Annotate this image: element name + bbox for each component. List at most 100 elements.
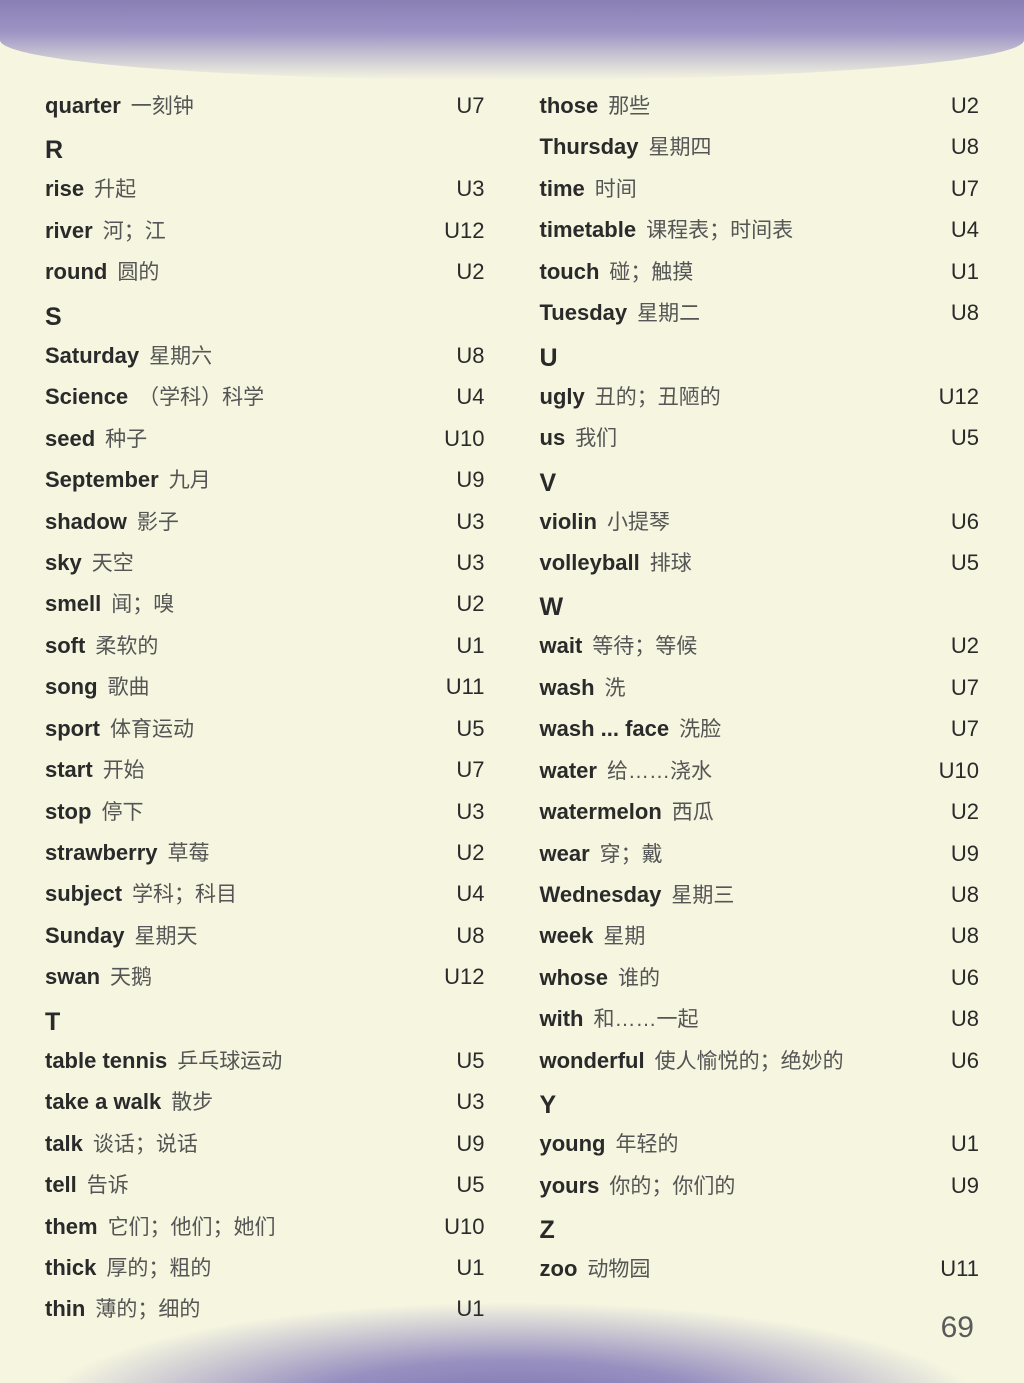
glossary-entry: quarter一刻钟U7 <box>45 90 485 122</box>
word-part: song歌曲 <box>45 671 150 703</box>
unit-label: U12 <box>939 381 979 413</box>
english-word: yours <box>540 1170 600 1202</box>
unit-label: U1 <box>951 256 979 288</box>
english-word: volleyball <box>540 547 640 579</box>
chinese-translation: 小提琴 <box>607 508 670 538</box>
unit-label: U8 <box>951 297 979 329</box>
chinese-translation: 河；江 <box>103 217 166 247</box>
chinese-translation: 谈话；说话 <box>93 1130 198 1160</box>
word-part: watermelon西瓜 <box>540 796 714 828</box>
english-word: September <box>45 464 159 496</box>
word-part: subject学科；科目 <box>45 878 237 910</box>
unit-label: U4 <box>456 381 484 413</box>
glossary-entry: wonderful使人愉悦的；绝妙的U6 <box>540 1045 980 1077</box>
chinese-translation: 使人愉悦的；绝妙的 <box>655 1047 844 1077</box>
chinese-translation: 天鹅 <box>110 963 152 993</box>
glossary-entry: stop停下U3 <box>45 796 485 828</box>
glossary-entry: Tuesday星期二U8 <box>540 297 980 329</box>
glossary-entry: water给……浇水U10 <box>540 755 980 787</box>
word-part: talk 谈话；说话 <box>45 1128 198 1160</box>
word-part: soft柔软的 <box>45 630 158 662</box>
word-part: river 河；江 <box>45 215 166 247</box>
glossary-entry: ugly丑的；丑陋的 U12 <box>540 381 980 413</box>
chinese-translation: 天空 <box>92 549 134 579</box>
glossary-entry: wear穿；戴U9 <box>540 838 980 870</box>
word-part: violin小提琴 <box>540 506 670 538</box>
chinese-translation: 开始 <box>103 756 145 786</box>
english-word: zoo <box>540 1253 578 1285</box>
english-word: wash ... face <box>540 713 670 745</box>
letter-header: Y <box>540 1091 980 1120</box>
chinese-translation: 时间 <box>595 175 637 205</box>
english-word: thick <box>45 1252 96 1284</box>
glossary-entry: soft柔软的U1 <box>45 630 485 662</box>
word-part: wear穿；戴 <box>540 838 663 870</box>
english-word: Tuesday <box>540 297 628 329</box>
word-part: swan天鹅 <box>45 961 152 993</box>
letter-header: W <box>540 593 980 622</box>
word-part: sky 天空 <box>45 547 134 579</box>
glossary-entry: song歌曲U11 <box>45 671 485 703</box>
unit-label: U7 <box>951 713 979 745</box>
word-part: whose谁的 <box>540 962 660 994</box>
word-part: Sunday星期天 <box>45 920 197 952</box>
word-part: Thursday星期四 <box>540 131 712 163</box>
english-word: talk <box>45 1128 83 1160</box>
glossary-entry: seed种子U10 <box>45 423 485 455</box>
unit-label: U5 <box>456 1045 484 1077</box>
unit-label: U1 <box>951 1128 979 1160</box>
unit-label: U2 <box>456 588 484 620</box>
glossary-entry: volleyball排球U5 <box>540 547 980 579</box>
unit-label: U3 <box>456 506 484 538</box>
word-part: thin薄的；细的 <box>45 1293 200 1325</box>
unit-label: U10 <box>444 1211 484 1243</box>
english-word: those <box>540 90 599 122</box>
chinese-translation: 散步 <box>171 1088 213 1118</box>
glossary-entry: violin小提琴U6 <box>540 506 980 538</box>
english-word: sport <box>45 713 100 745</box>
chinese-translation: 薄的；细的 <box>95 1295 200 1325</box>
chinese-translation: 影子 <box>137 508 179 538</box>
chinese-translation: 停下 <box>101 798 143 828</box>
chinese-translation: 星期天 <box>134 922 197 952</box>
letter-header: Z <box>540 1216 980 1245</box>
unit-label: U6 <box>951 1045 979 1077</box>
unit-label: U12 <box>444 961 484 993</box>
unit-label: U11 <box>940 1253 979 1285</box>
chinese-translation: 升起 <box>94 175 136 205</box>
word-part: touch碰；触摸 <box>540 256 694 288</box>
unit-label: U6 <box>951 962 979 994</box>
glossary-entry: whose谁的 U6 <box>540 962 980 994</box>
chinese-translation: 星期四 <box>649 133 712 163</box>
chinese-translation: 和……一起 <box>594 1005 699 1035</box>
chinese-translation: 学科；科目 <box>132 880 237 910</box>
english-word: river <box>45 215 93 247</box>
english-word: ugly <box>540 381 585 413</box>
english-word: touch <box>540 256 600 288</box>
unit-label: U7 <box>951 672 979 704</box>
unit-label: U3 <box>456 173 484 205</box>
chinese-translation: 圆的 <box>117 258 159 288</box>
chinese-translation: 年轻的 <box>616 1130 679 1160</box>
english-word: strawberry <box>45 837 158 869</box>
unit-label: U8 <box>456 340 484 372</box>
word-part: water给……浇水 <box>540 755 712 787</box>
glossary-entry: yours你的；你们的U9 <box>540 1170 980 1202</box>
glossary-entry: wait等待；等候U2 <box>540 630 980 662</box>
word-part: September九月 <box>45 464 211 496</box>
glossary-entry: swan天鹅 U12 <box>45 961 485 993</box>
english-word: stop <box>45 796 91 828</box>
english-word: them <box>45 1211 98 1243</box>
word-part: quarter一刻钟 <box>45 90 194 122</box>
word-part: them它们；他们；她们 <box>45 1211 276 1243</box>
word-part: sport体育运动 <box>45 713 194 745</box>
word-part: Science（学科）科学 <box>45 381 264 413</box>
unit-label: U2 <box>951 796 979 828</box>
glossary-entry: take a walk散步U3 <box>45 1086 485 1118</box>
unit-label: U3 <box>456 1086 484 1118</box>
glossary-entry: Science（学科）科学 U4 <box>45 381 485 413</box>
glossary-entry: round圆的U2 <box>45 256 485 288</box>
top-decorative-curve <box>0 0 1024 80</box>
word-part: ugly丑的；丑陋的 <box>540 381 721 413</box>
english-word: sky <box>45 547 82 579</box>
